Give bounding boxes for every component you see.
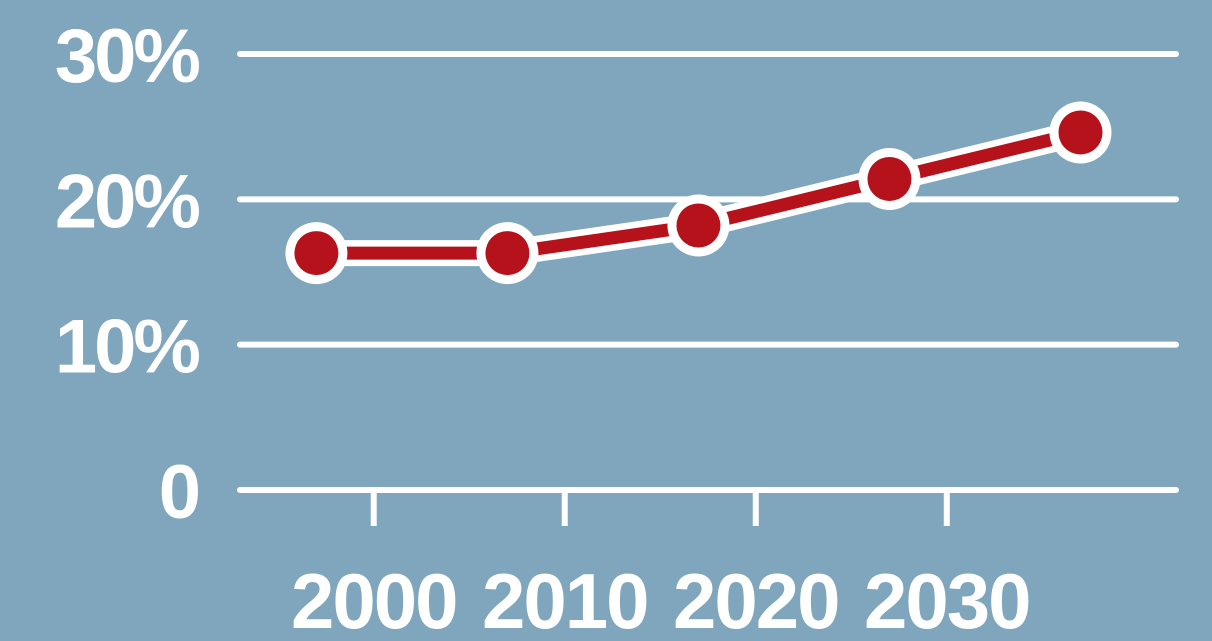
x-tick-label-2020: 2020: [673, 557, 839, 641]
y-axis-tick-labels: 0 10% 20% 30%: [55, 14, 203, 535]
data-point-1997: [294, 231, 339, 276]
y-tick-label-30: 30%: [55, 14, 200, 99]
y-tick-label-20: 20%: [55, 159, 200, 244]
data-series: [285, 101, 1112, 285]
x-tick-label-2030: 2030: [864, 557, 1030, 641]
y-tick-label-0: 0: [159, 450, 199, 535]
x-tick-label-2010: 2010: [482, 557, 648, 641]
gridlines: [237, 51, 1179, 493]
data-point-2007: [485, 231, 530, 276]
x-axis-ticks: 2000 2010 2020 2030: [291, 490, 1032, 641]
y-tick-label-10: 10%: [55, 305, 200, 390]
data-point-2037: [1058, 110, 1103, 155]
data-point-2017: [676, 203, 721, 248]
data-point-2027: [867, 156, 912, 201]
x-tick-label-2000: 2000: [291, 557, 457, 641]
